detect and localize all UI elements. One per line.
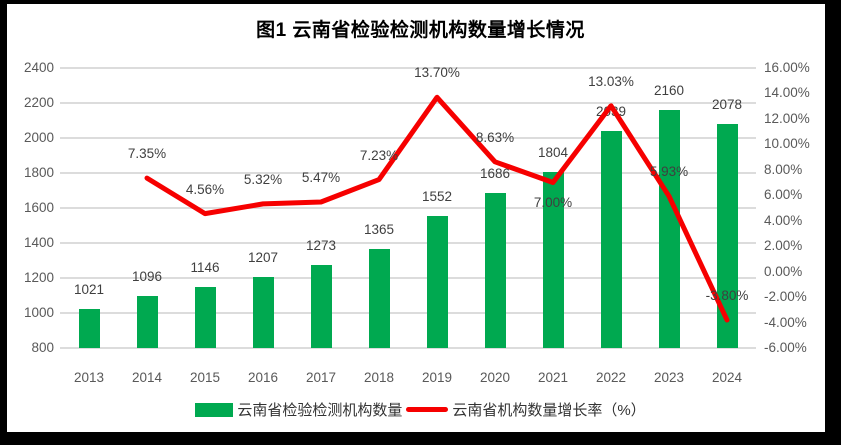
bar-2015 <box>194 287 216 348</box>
bar-value-label: 2078 <box>711 97 743 113</box>
black-border-top <box>0 0 841 4</box>
x-axis-label-2022: 2022 <box>595 370 627 385</box>
right-axis-tick: -4.00% <box>764 314 807 330</box>
right-axis-tick: 10.00% <box>764 136 810 152</box>
growth-rate-label: 5.47% <box>301 170 341 186</box>
bar-value-label: 1804 <box>537 145 569 161</box>
bar-value-label: 1273 <box>305 238 337 254</box>
gridline <box>60 312 756 314</box>
growth-rate-label: -3.80% <box>705 288 749 303</box>
legend: 云南省检验检测机构数量 云南省机构数量增长率（%） <box>0 399 841 420</box>
bar-value-label: 1096 <box>131 269 163 285</box>
growth-rate-label: 13.70% <box>414 65 460 81</box>
gridline <box>60 277 756 279</box>
chart-title: 图1 云南省检验检测机构数量增长情况 <box>256 20 585 41</box>
bar-2021 <box>542 172 564 348</box>
right-axis-tick: 16.00% <box>764 60 810 75</box>
bar-2016 <box>252 276 274 348</box>
growth-rate-label: 4.56% <box>185 181 225 197</box>
left-axis-tick: 800 <box>31 340 54 355</box>
bar-value-label: 1686 <box>479 165 511 181</box>
black-border-right <box>825 0 841 445</box>
bar-2023 <box>658 110 680 348</box>
left-axis-tick: 1200 <box>23 270 54 285</box>
right-axis-tick: 12.00% <box>764 110 810 126</box>
bar-series-swatch-icon <box>195 402 234 417</box>
gridline <box>60 67 756 69</box>
x-axis-label-2017: 2017 <box>305 370 337 385</box>
bar-value-label: 1365 <box>363 222 395 238</box>
legend-item-institution-count: 云南省检验检测机构数量 <box>195 399 402 420</box>
right-axis-tick: 14.00% <box>764 85 810 101</box>
bar-value-label: 1021 <box>73 282 105 298</box>
legend-item-growth-rate: 云南省机构数量增长率（%） <box>406 399 646 420</box>
right-axis-tick: -6.00% <box>764 340 807 355</box>
gridline <box>60 242 756 244</box>
bar-2013 <box>78 309 100 348</box>
x-axis-label-2021: 2021 <box>537 370 569 385</box>
growth-rate-polyline <box>144 94 730 323</box>
x-axis-label-2019: 2019 <box>421 370 453 385</box>
x-axis-label-2018: 2018 <box>363 370 395 385</box>
bar-2018 <box>368 249 390 348</box>
growth-rate-label: 5.93% <box>649 164 689 180</box>
growth-rate-label: 8.63% <box>475 129 515 145</box>
growth-rate-label: 5.32% <box>243 171 283 187</box>
left-axis-tick: 2200 <box>23 95 54 110</box>
bar-value-label: 1207 <box>247 249 279 265</box>
bar-value-label: 1552 <box>421 189 453 205</box>
bar-2022 <box>600 131 622 348</box>
x-axis-label-2014: 2014 <box>131 370 163 385</box>
left-axis-tick: 1600 <box>23 200 54 215</box>
bar-2019 <box>426 216 448 348</box>
growth-rate-label: 7.00% <box>533 194 573 210</box>
left-axis-tick: 2400 <box>23 60 54 75</box>
bar-2024 <box>716 124 738 348</box>
left-axis-tick: 1000 <box>23 305 54 320</box>
x-axis-label-2020: 2020 <box>479 370 511 385</box>
bar-value-label: 2160 <box>653 83 685 98</box>
legend-label-institution-count: 云南省检验检测机构数量 <box>237 402 403 419</box>
legend-label-growth-rate: 云南省机构数量增长率（%） <box>452 402 646 419</box>
right-axis-tick: -2.00% <box>764 289 807 305</box>
left-axis-tick: 1400 <box>23 235 54 250</box>
right-axis-tick: 0.00% <box>764 263 803 279</box>
bar-2017 <box>310 265 332 348</box>
bar-2014 <box>136 296 158 348</box>
right-axis-tick: 2.00% <box>764 238 803 254</box>
gridline <box>60 207 756 209</box>
gridline <box>60 172 756 174</box>
left-axis-tick: 2000 <box>23 130 54 145</box>
gridline <box>60 347 756 349</box>
right-axis-tick: 4.00% <box>764 212 803 228</box>
x-axis-label-2013: 2013 <box>73 370 105 385</box>
line-series-swatch-icon <box>406 407 449 412</box>
left-axis-tick: 1800 <box>23 165 54 180</box>
black-border-bottom <box>0 432 841 445</box>
right-axis-tick: 6.00% <box>764 187 803 203</box>
growth-rate-label: 7.23% <box>359 147 399 163</box>
gridline <box>60 102 756 104</box>
right-axis-tick: 8.00% <box>764 161 803 177</box>
growth-rate-label: 13.03% <box>588 73 634 89</box>
black-border-left <box>0 0 7 445</box>
x-axis-label-2015: 2015 <box>189 370 221 385</box>
growth-rate-label: 7.35% <box>127 146 167 162</box>
bar-2020 <box>484 192 506 348</box>
x-axis-label-2016: 2016 <box>247 370 279 385</box>
x-axis-label-2023: 2023 <box>653 370 685 385</box>
bar-value-label: 1146 <box>190 260 220 276</box>
x-axis-label-2024: 2024 <box>711 370 743 385</box>
